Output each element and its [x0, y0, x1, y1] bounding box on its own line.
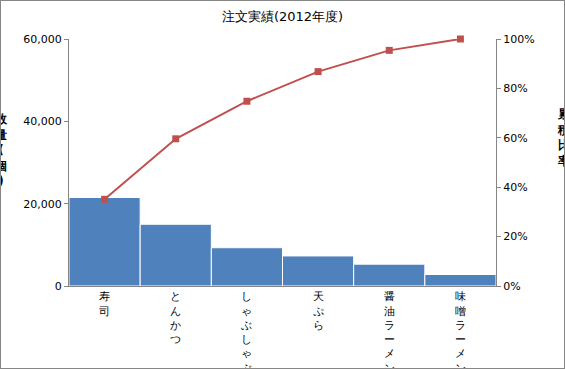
svg-text:40,000: 40,000	[23, 115, 62, 128]
svg-text:60,000: 60,000	[23, 33, 62, 46]
svg-text:天ぷら: 天ぷら	[313, 290, 324, 332]
svg-text:数量(個): 数量(個)	[1, 112, 8, 188]
svg-text:とんかつ: とんかつ	[170, 290, 181, 346]
svg-text:40%: 40%	[503, 181, 527, 194]
svg-text:寿司: 寿司	[99, 290, 110, 317]
svg-text:注文実績(2012年度): 注文実績(2012年度)	[222, 9, 343, 24]
svg-text:0%: 0%	[503, 280, 520, 293]
svg-text:20,000: 20,000	[23, 198, 62, 211]
svg-text:累積比率: 累積比率	[557, 107, 564, 168]
svg-text:100%: 100%	[503, 33, 534, 46]
svg-text:しゃぶしゃぶ: しゃぶしゃぶ	[241, 290, 252, 368]
svg-text:0: 0	[55, 280, 62, 293]
svg-text:60%: 60%	[503, 132, 527, 145]
svg-text:味噌ラーメン: 味噌ラーメン	[455, 290, 466, 368]
svg-text:80%: 80%	[503, 82, 527, 95]
svg-text:醤油ラーメン: 醤油ラーメン	[384, 290, 395, 368]
svg-text:20%: 20%	[503, 230, 527, 243]
